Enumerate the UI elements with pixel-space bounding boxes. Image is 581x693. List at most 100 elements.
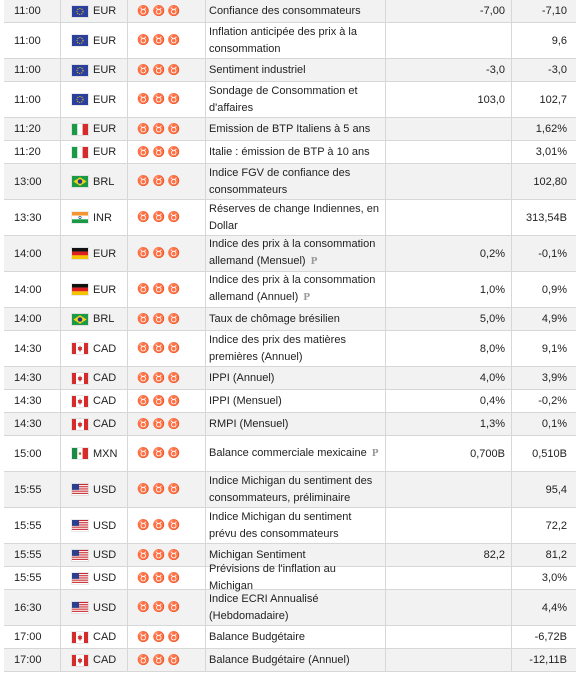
forecast-value: -7,00 <box>386 0 512 22</box>
bull-icon: ♉ <box>152 395 165 407</box>
event-name[interactable]: RMPI (Mensuel) <box>206 413 386 435</box>
event-name[interactable]: Confiance des consommateurs <box>206 0 386 22</box>
table-row[interactable]: 11:00 EUR ♉ ♉ ♉ Sondage de Consommation et d'… <box>4 82 576 118</box>
bull-icon: ♉ <box>152 35 165 46</box>
event-name[interactable]: Indice Michigan du sentiment des consomm… <box>206 472 386 507</box>
preliminary-icon[interactable]: P <box>303 293 311 303</box>
table-row[interactable]: 14:30 CAD ♉ ♉ ♉ RMPI (Mensuel) 1,3% 0,1% <box>4 413 576 436</box>
it-flag-icon <box>72 123 88 135</box>
bull-icon: ♉ <box>137 64 150 76</box>
table-row[interactable]: 14:00 BRL ♉ ♉ ♉ Taux de chômage brésilien 5,0%… <box>4 308 576 331</box>
previous-value: 102,7 <box>539 93 567 106</box>
event-name[interactable]: Taux de chômage brésilien <box>206 308 386 330</box>
currency-code: CAD <box>93 418 117 430</box>
event-label: Indice des prix des matières premières (… <box>209 333 346 363</box>
table-row[interactable]: 11:20 EUR ♉ ♉ ♉ Italie : émission de BTP à 10… <box>4 141 576 164</box>
event-name[interactable]: Indice FGV de confiance des consommateur… <box>206 164 386 199</box>
bull-icon: ♉ <box>152 284 165 295</box>
forecast-value: 1,3% <box>386 413 512 435</box>
event-name[interactable]: Balance Budgétaire (Annuel) <box>206 649 386 671</box>
bull-icon: ♉ <box>152 5 165 17</box>
bull-icon: ♉ <box>152 94 165 105</box>
event-name[interactable]: Sondage de Consommation et d'affaires <box>206 82 386 117</box>
currency-code: EUR <box>93 123 117 135</box>
currency-cell: EUR <box>61 59 128 81</box>
eu-flag-icon <box>72 64 88 76</box>
it-flag-icon <box>72 146 88 158</box>
event-name[interactable]: Michigan Sentiment <box>206 544 386 566</box>
event-name[interactable]: Prévisions de l'inflation au Michigan <box>206 563 386 592</box>
event-time: 15:55 <box>4 508 61 543</box>
table-row[interactable]: 14:00 EUR ♉ ♉ ♉ Indice des prix à la consomma… <box>4 272 576 308</box>
importance-rating: ♉ ♉ ♉ <box>128 508 206 543</box>
event-name[interactable]: Indice des prix des matières premières (… <box>206 331 386 366</box>
table-row[interactable]: 11:00 EUR ♉ ♉ ♉ Sentiment industriel -3,0 -3,0 <box>4 59 576 82</box>
table-row[interactable]: 14:30 CAD ♉ ♉ ♉ IPPI (Mensuel) 0,4% -0,2% <box>4 390 576 413</box>
previous-value: 1,62% <box>535 123 567 135</box>
importance-rating: ♉ ♉ ♉ <box>128 649 206 671</box>
forecast-value: 4,0% <box>386 367 512 389</box>
in-flag-icon <box>72 212 88 223</box>
bull-icon: ♉ <box>167 284 181 295</box>
bull-icon: ♉ <box>137 654 150 666</box>
forecast-value <box>386 626 512 648</box>
event-time: 13:30 <box>4 200 61 235</box>
table-row[interactable]: 15:55 USD ♉ ♉ ♉ Indice Michigan du sentiment … <box>4 472 576 508</box>
event-name[interactable]: Inflation anticipée des prix à la consom… <box>206 23 386 58</box>
bull-icon: ♉ <box>152 484 165 495</box>
forecast-value <box>386 508 512 543</box>
bull-icon: ♉ <box>137 484 150 495</box>
table-row[interactable]: 13:00 BRL ♉ ♉ ♉ Indice FGV de confiance des c… <box>4 164 576 200</box>
table-row[interactable]: 11:20 EUR ♉ ♉ ♉ Emission de BTP Italiens à 5 … <box>4 118 576 141</box>
event-name[interactable]: Réserves de change Indiennes, en Dollar <box>206 200 386 235</box>
event-name[interactable]: IPPI (Mensuel) <box>206 390 386 412</box>
event-name[interactable]: Balance Budgétaire <box>206 626 386 648</box>
event-name[interactable]: Indice Michigan du sentiment prévu des c… <box>206 508 386 543</box>
bull-icon: ♉ <box>137 35 150 46</box>
table-row[interactable]: 17:00 CAD ♉ ♉ ♉ Balance Budgétaire -6,72B <box>4 626 576 649</box>
event-label: Balance Budgétaire (Annuel) <box>209 653 350 666</box>
table-row[interactable]: 16:30 USD ♉ ♉ ♉ Indice ECRI Annualisé (Hebdom… <box>4 590 576 626</box>
table-row[interactable]: 14:30 CAD ♉ ♉ ♉ IPPI (Annuel) 4,0% 3,9% <box>4 367 576 390</box>
event-name[interactable]: Indice des prix à la consommation allema… <box>206 272 386 307</box>
eu-flag-icon <box>72 94 88 105</box>
table-row[interactable]: 11:00 EUR ♉ ♉ ♉ Inflation anticipée des prix … <box>4 23 576 59</box>
importance-rating: ♉ ♉ ♉ <box>128 367 206 389</box>
event-time: 11:00 <box>4 23 61 58</box>
currency-cell: INR <box>61 200 128 235</box>
table-row[interactable]: 13:30 INR ♉ ♉ ♉ Réserves de change Indiennes,… <box>4 200 576 236</box>
table-row[interactable]: 17:00 CAD ♉ ♉ ♉ Balance Budgétaire (Annuel) -1… <box>4 649 576 672</box>
table-row[interactable]: 15:55 USD ♉ ♉ ♉ Indice Michigan du sentiment … <box>4 508 576 544</box>
currency-cell: EUR <box>61 236 128 271</box>
bull-icon: ♉ <box>137 212 150 223</box>
event-name[interactable]: Indice ECRI Annualisé (Hebdomadaire) <box>206 590 386 625</box>
event-time: 13:00 <box>4 164 61 199</box>
bull-icon: ♉ <box>152 520 165 531</box>
event-name[interactable]: Balance commerciale mexicaine P <box>206 436 386 471</box>
bull-icon: ♉ <box>167 549 181 561</box>
table-row[interactable]: 15:55 USD ♉ ♉ ♉ Prévisions de l'inflation au … <box>4 563 576 592</box>
event-name[interactable]: Sentiment industriel <box>206 59 386 81</box>
preliminary-icon[interactable]: P <box>310 257 318 267</box>
table-row[interactable]: 15:00 MXN ♉ ♉ ♉ Balance commerciale mexicaine… <box>4 436 576 472</box>
importance-rating: ♉ ♉ ♉ <box>128 308 206 330</box>
preliminary-icon[interactable]: P <box>371 448 379 459</box>
currency-cell: BRL <box>61 308 128 330</box>
event-name[interactable]: Indice des prix à la consommation allema… <box>206 236 386 271</box>
previous-value: -6,72B <box>534 631 567 643</box>
event-label: Indice Michigan du sentiment des consomm… <box>209 474 373 504</box>
table-row[interactable]: 15:55 USD ♉ ♉ ♉ Michigan Sentiment 82,2 81,2 <box>4 544 576 567</box>
forecast-value <box>386 472 512 507</box>
importance-rating: ♉ ♉ ♉ <box>128 544 206 566</box>
event-name[interactable]: Italie : émission de BTP à 10 ans <box>206 141 386 163</box>
bull-icon: ♉ <box>167 176 181 187</box>
event-name[interactable]: IPPI (Annuel) <box>206 367 386 389</box>
table-row[interactable]: 11:00 EUR ♉ ♉ ♉ Confiance des consommateurs -7… <box>4 0 576 23</box>
event-time: 11:00 <box>4 59 61 81</box>
event-name[interactable]: Emission de BTP Italiens à 5 ans <box>206 118 386 140</box>
event-time: 14:00 <box>4 272 61 307</box>
bull-icon: ♉ <box>152 123 165 135</box>
table-row[interactable]: 14:00 EUR ♉ ♉ ♉ Indice des prix à la consomma… <box>4 236 576 272</box>
table-row[interactable]: 14:30 CAD ♉ ♉ ♉ Indice des prix des matières … <box>4 331 576 367</box>
currency-code: EUR <box>93 5 117 17</box>
